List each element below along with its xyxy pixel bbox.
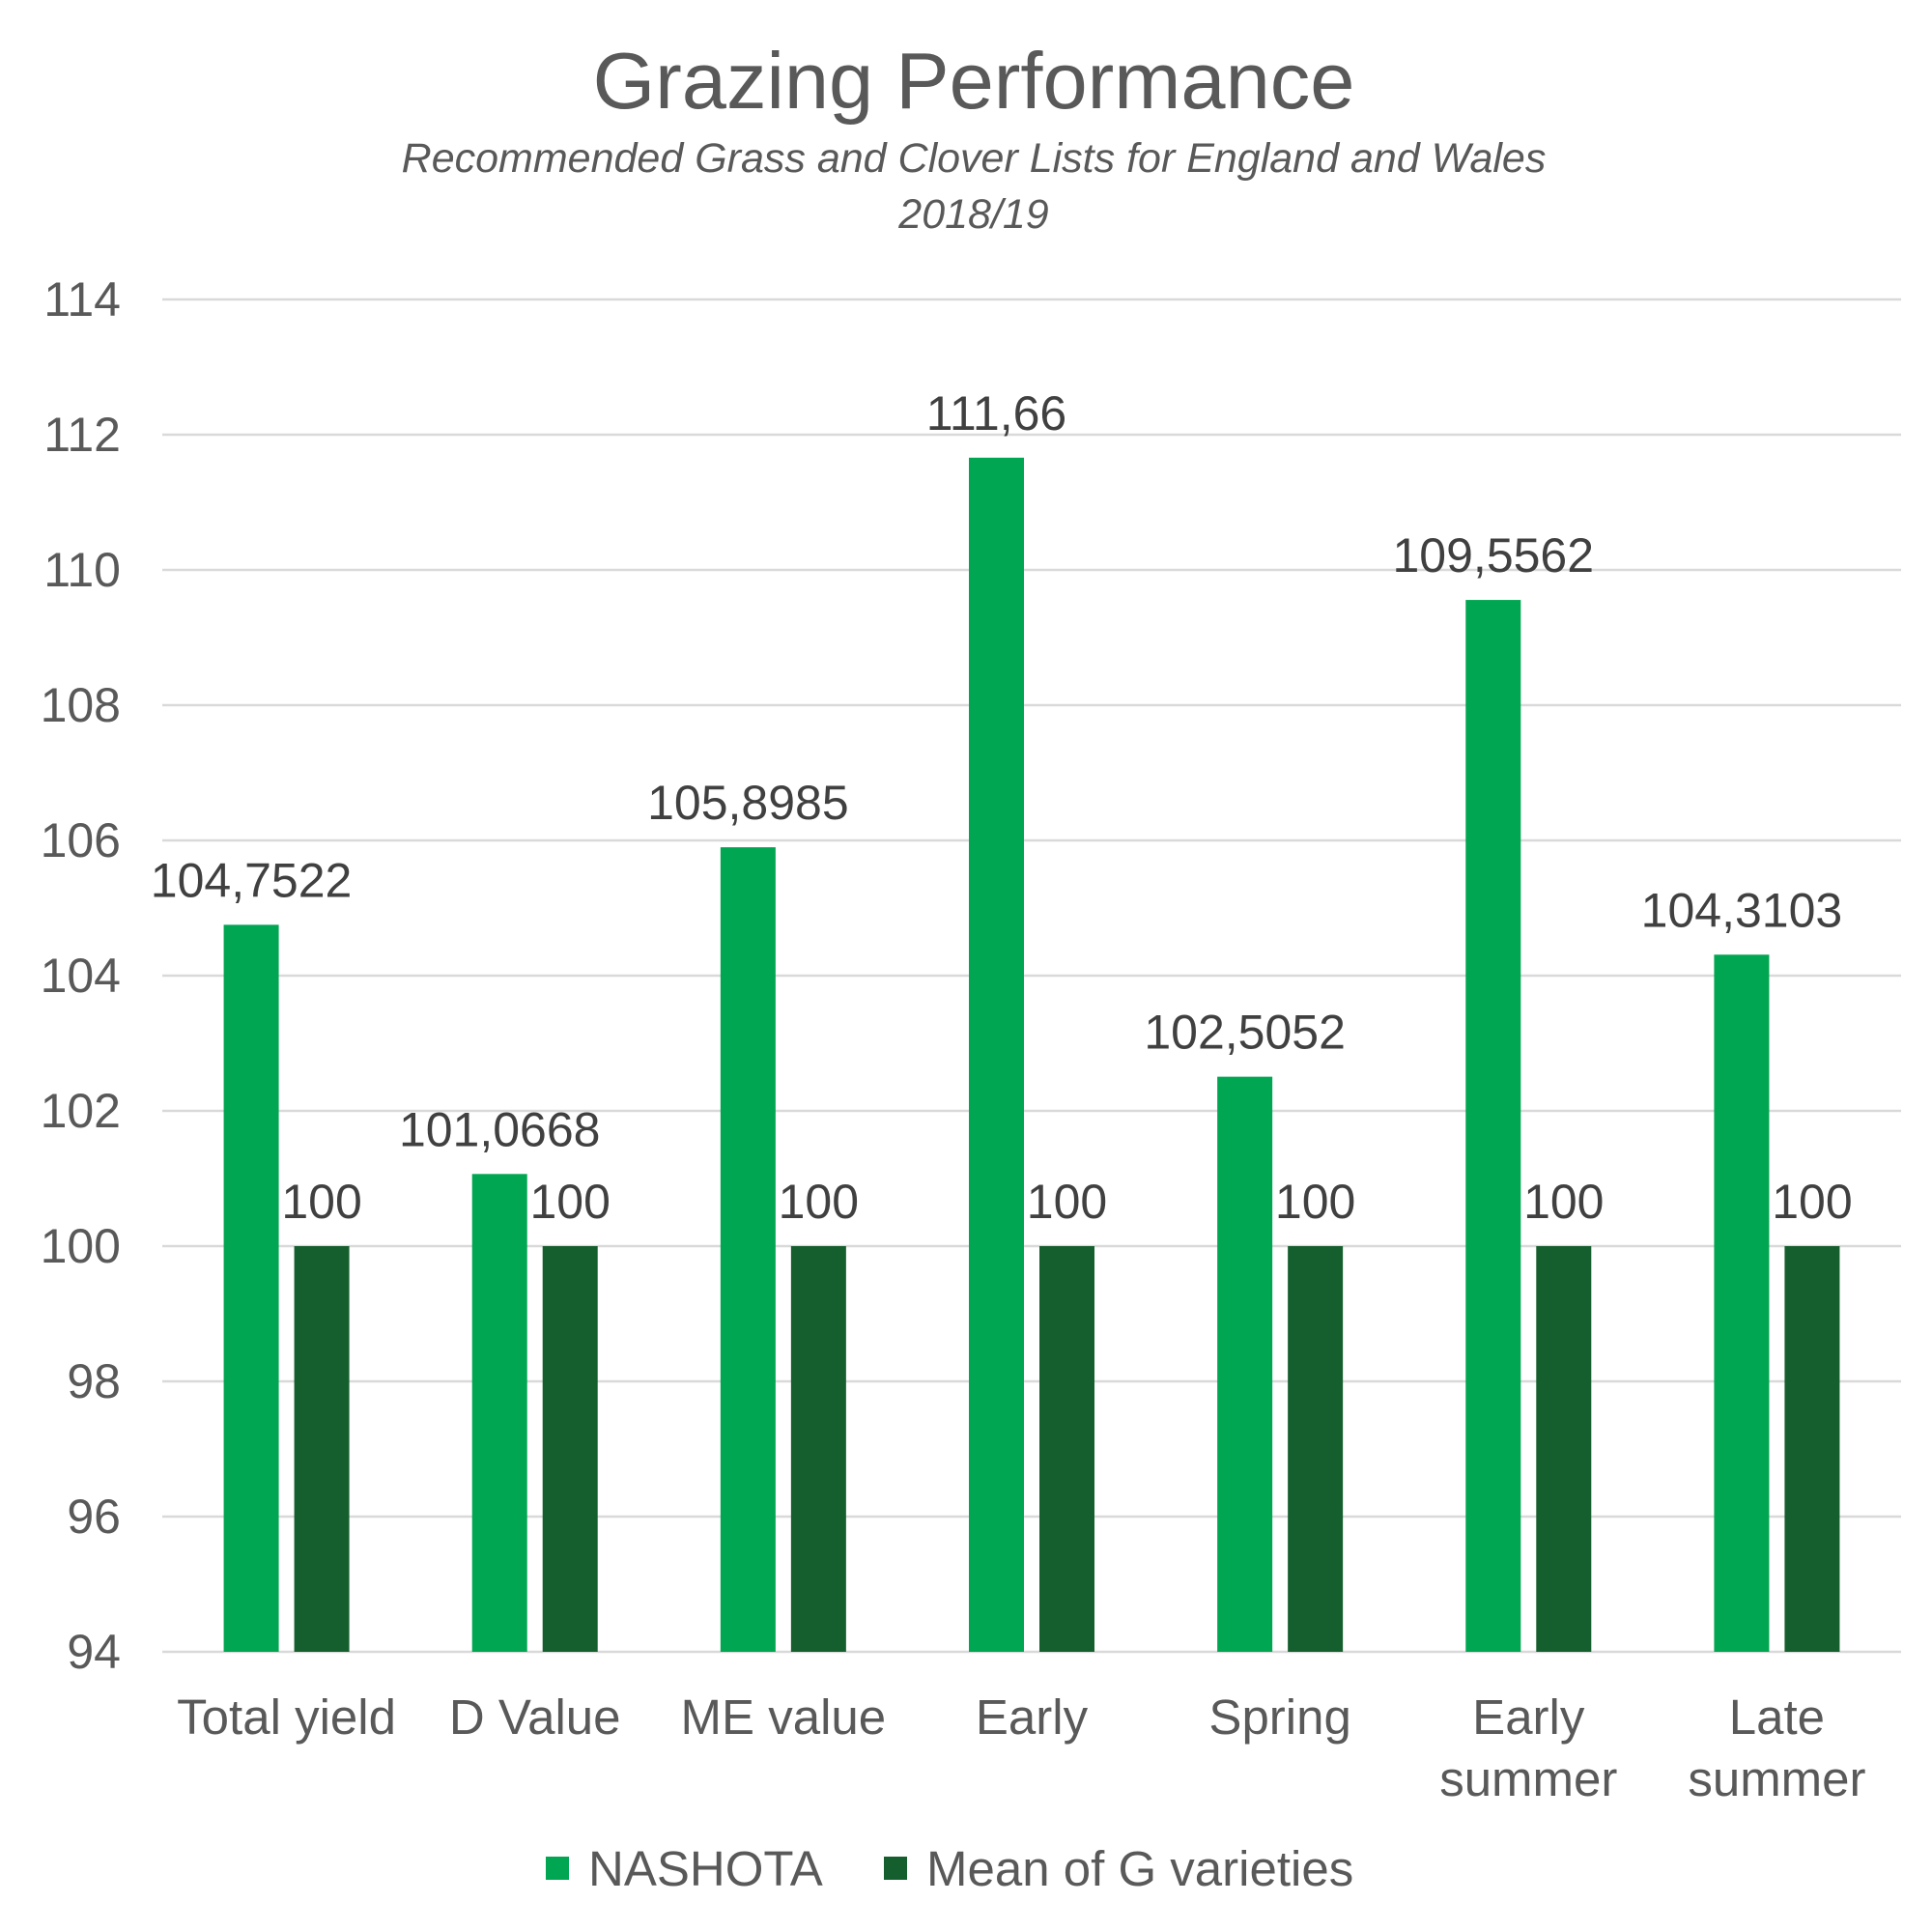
- x-tick-label: ME value: [681, 1690, 887, 1745]
- bar-nashota: [1714, 954, 1770, 1652]
- bar-nashota: [471, 1174, 527, 1652]
- legend-swatch: [546, 1857, 569, 1880]
- y-tick-label: 100: [41, 1219, 121, 1273]
- data-label: 109,5562: [1393, 528, 1595, 582]
- legend-label: NASHOTA: [588, 1841, 823, 1896]
- bar-mean-g-varieties: [1288, 1246, 1344, 1652]
- data-label: 100: [1275, 1175, 1355, 1229]
- y-tick-label: 112: [43, 408, 121, 462]
- y-tick-label: 106: [41, 813, 121, 867]
- bar-nashota: [223, 924, 279, 1652]
- bar-mean-g-varieties: [790, 1246, 846, 1652]
- y-tick-label: 102: [41, 1084, 121, 1138]
- legend-label: Mean of G varieties: [926, 1841, 1353, 1896]
- bar-mean-g-varieties: [1039, 1246, 1094, 1652]
- x-tick-label: Late summer: [1688, 1690, 1865, 1806]
- data-label: 100: [779, 1175, 859, 1229]
- data-label: 100: [281, 1175, 361, 1229]
- data-label: 111,66: [926, 386, 1067, 440]
- data-label: 100: [1027, 1175, 1107, 1229]
- x-tick-label: Early summer: [1439, 1690, 1617, 1806]
- x-tick-label: D Value: [449, 1690, 621, 1745]
- y-tick-label: 96: [67, 1490, 121, 1544]
- bar-mean-g-varieties: [1536, 1246, 1592, 1652]
- bars: [223, 457, 1840, 1653]
- data-label: 105,8985: [647, 776, 849, 830]
- bar-mean-g-varieties: [1784, 1246, 1840, 1652]
- x-tick-label: Early: [976, 1690, 1089, 1745]
- x-tick-label: Total yield: [177, 1690, 396, 1745]
- bar-mean-g-varieties: [542, 1246, 598, 1652]
- bar-nashota: [1217, 1076, 1273, 1652]
- data-label: 101,0668: [399, 1102, 601, 1156]
- chart-subtitle-line-1: Recommended Grass and Clover Lists for E…: [402, 135, 1547, 182]
- x-axis: Total yield D Value ME value Early Spring Ear…: [177, 1690, 1865, 1806]
- y-tick-label: 110: [43, 543, 121, 597]
- y-axis: 94 96 98 100 102 104 106 108 110 112 114: [41, 272, 121, 1679]
- legend-swatch: [884, 1857, 907, 1880]
- y-tick-label: 108: [41, 678, 121, 732]
- data-label: 100: [1523, 1175, 1604, 1229]
- gridlines: [162, 298, 1901, 1654]
- data-labels: 104,7522 100 101,0668 100 105,8985 100 111,66 1…: [151, 386, 1853, 1229]
- chart-title: Grazing Performance: [593, 36, 1355, 126]
- data-label: 104,3103: [1641, 883, 1843, 937]
- y-tick-label: 98: [67, 1354, 121, 1408]
- y-tick-label: 94: [67, 1625, 121, 1679]
- data-label: 100: [1772, 1175, 1852, 1229]
- chart-subtitle-line-2: 2018/19: [897, 191, 1049, 238]
- data-label: 100: [529, 1175, 610, 1229]
- bar-mean-g-varieties: [294, 1246, 350, 1652]
- bar-nashota: [720, 847, 776, 1652]
- x-tick-label: Spring: [1208, 1690, 1350, 1745]
- bar-nashota: [969, 457, 1024, 1652]
- bar-nashota: [1465, 600, 1521, 1653]
- y-tick-label: 104: [41, 949, 121, 1003]
- data-label: 104,7522: [151, 853, 353, 907]
- legend: NASHOTA Mean of G varieties: [546, 1841, 1353, 1896]
- y-tick-label: 114: [43, 272, 121, 327]
- data-label: 102,5052: [1144, 1006, 1346, 1060]
